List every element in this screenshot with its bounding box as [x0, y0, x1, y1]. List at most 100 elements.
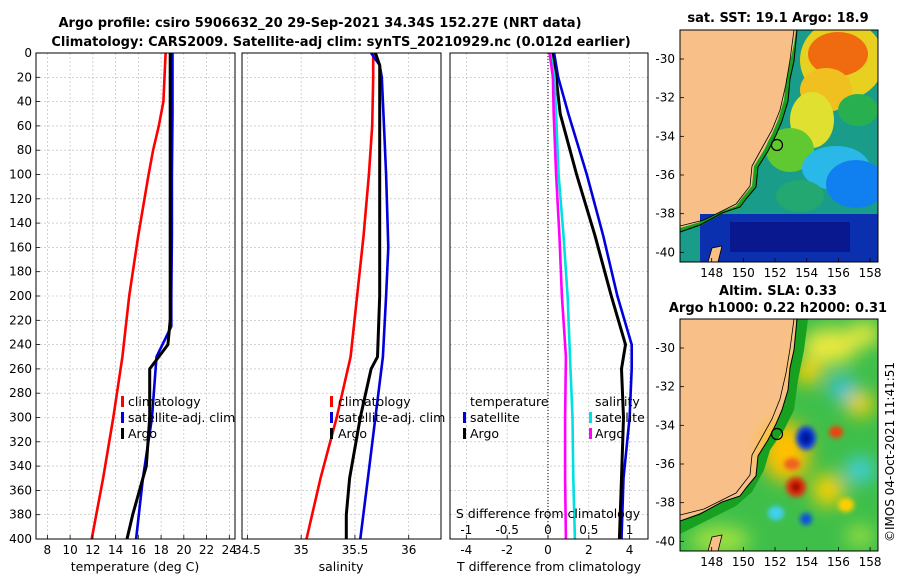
legend-salinity-title: salinity — [595, 394, 640, 409]
legend-argo-label: Argo — [128, 426, 157, 441]
lon-tick-label: 158 — [859, 266, 882, 280]
lat-tick-label: -34 — [655, 418, 675, 432]
lat-tick-label: -30 — [655, 52, 675, 66]
t-difference-tick-labels: -4 -2 0 2 4 — [460, 535, 633, 557]
difference-legend-temperature: temperature satellite Argo — [463, 394, 549, 441]
salinity-xlabel: salinity — [319, 559, 364, 574]
salinity-grid — [242, 52, 441, 540]
temperature-grid — [36, 52, 235, 540]
lon-tick-label: 156 — [827, 266, 850, 280]
x-tick-label: 18 — [153, 543, 168, 557]
legend-satellite-label: satellite-adj. clim — [128, 410, 235, 425]
y-tick-label: 400 — [9, 532, 32, 546]
y-tick-label: 100 — [9, 168, 32, 182]
legend-s-argo-label: Argo — [595, 426, 624, 441]
salinity-profile-panel: 34.5 35 35.5 36 salinity climatology satell… — [234, 52, 445, 574]
lon-tick-label: 152 — [764, 555, 787, 569]
series-line-climatology — [90, 52, 167, 540]
y-tick-label: 340 — [9, 459, 32, 473]
sla-map-image — [680, 319, 878, 551]
lon-tick-label: 154 — [795, 266, 818, 280]
sla-argo-position-marker — [770, 427, 784, 441]
salinity-tick-labels: 34.5 35 35.5 36 — [234, 535, 416, 557]
salinity-legend: climatology satellite-adj. clim Argo — [330, 394, 445, 441]
y-tick-label: 40 — [17, 95, 32, 109]
sla-map-frame — [679, 318, 879, 552]
x-tick-label: 12 — [85, 543, 100, 557]
header-title-line2: Climatology: CARS2009. Satellite-adj cli… — [51, 35, 630, 50]
x-tick-label: 36 — [401, 543, 416, 557]
lat-tick-label: -38 — [655, 207, 675, 221]
difference-lines — [548, 52, 634, 540]
x-tick-label: 10 — [62, 543, 77, 557]
s-tick-label: 1 — [626, 523, 634, 537]
legend-s-argo-swatch — [589, 428, 592, 439]
lon-tick-label: 154 — [795, 555, 818, 569]
s-tick-label: 0 — [544, 523, 552, 537]
y-tick-label: 180 — [9, 265, 32, 279]
y-tick-label: 20 — [17, 70, 32, 84]
x-tick-label: 16 — [131, 543, 146, 557]
legend-t-satellite-label: satellite — [470, 410, 520, 425]
legend-climatology-label: climatology — [128, 394, 201, 409]
x-tick-label: 35.5 — [342, 543, 369, 557]
difference-legend-salinity: salinity satellite Argo — [589, 394, 645, 441]
legend-argo-swatch — [330, 428, 333, 439]
sla-map: Altim. SLA: 0.33 Argo h1000: 0.22 h2000:… — [655, 284, 887, 569]
legend-climatology-swatch — [121, 396, 124, 407]
lon-tick-label: 158 — [859, 555, 882, 569]
x-tick-label: 24 — [222, 543, 237, 557]
y-tick-label: 200 — [9, 289, 32, 303]
depth-tick-labels: 0 20 40 60 80 100 120 140 160 180 200 220 240 260 280 3… — [9, 46, 40, 546]
legend-satellite-swatch — [330, 412, 333, 423]
y-tick-label: 60 — [17, 119, 32, 133]
x-tick-label: -4 — [460, 543, 472, 557]
legend-t-argo-label: Argo — [470, 426, 499, 441]
lat-tick-label: -32 — [655, 91, 675, 105]
temperature-legend: climatology satellite-adj. clim Argo — [121, 394, 235, 441]
legend-satellite-swatch — [121, 412, 124, 423]
salinity-axes-box — [241, 52, 442, 540]
s-difference-xlabel: S difference from climatology — [456, 506, 641, 521]
lon-tick-label: 148 — [700, 555, 723, 569]
series-line-s-satellite — [549, 52, 577, 540]
x-tick-label: 22 — [199, 543, 214, 557]
sla-map-ticks: -30 -32 -34 -36 -38 -40 148 150 152 154 156 158 — [655, 341, 881, 569]
sst-map-image — [680, 30, 878, 262]
sst-argo-position-marker — [770, 138, 784, 152]
lat-tick-label: -34 — [655, 129, 675, 143]
legend-s-satellite-label: satellite — [595, 410, 645, 425]
legend-climatology-label: climatology — [338, 394, 411, 409]
y-tick-label: 0 — [24, 46, 32, 60]
x-tick-label: 34.5 — [234, 543, 261, 557]
legend-t-argo-swatch — [463, 428, 466, 439]
x-tick-label: 14 — [108, 543, 123, 557]
lat-tick-label: -40 — [655, 245, 675, 259]
lat-tick-label: -38 — [655, 496, 675, 510]
legend-argo-swatch — [121, 428, 124, 439]
temperature-tick-labels: 8 10 12 14 16 18 20 22 24 — [44, 535, 237, 557]
t-difference-xlabel: T difference from climatology — [456, 559, 642, 574]
y-tick-label: 220 — [9, 313, 32, 327]
y-tick-label: 240 — [9, 338, 32, 352]
x-tick-label: 8 — [44, 543, 52, 557]
header-title-line1: Argo profile: csiro 5906632_20 29-Sep-20… — [58, 16, 581, 31]
sla-map-title: Altim. SLA: 0.33 — [719, 284, 837, 299]
difference-axes-box — [449, 52, 649, 540]
series-line-s-argo — [548, 52, 568, 540]
x-tick-label: 0 — [544, 543, 552, 557]
s-tick-label: 0.5 — [579, 523, 598, 537]
temperature-xlabel: temperature (deg C) — [71, 559, 200, 574]
lon-tick-label: 156 — [827, 555, 850, 569]
x-tick-label: 2 — [585, 543, 593, 557]
lat-tick-label: -40 — [655, 534, 675, 548]
y-tick-label: 320 — [9, 435, 32, 449]
y-tick-label: 280 — [9, 386, 32, 400]
y-tick-label: 160 — [9, 240, 32, 254]
y-tick-label: 260 — [9, 362, 32, 376]
x-tick-label: -2 — [501, 543, 513, 557]
s-tick-label: -0.5 — [495, 523, 518, 537]
series-line-argo — [344, 52, 382, 539]
y-tick-label: 360 — [9, 483, 32, 497]
